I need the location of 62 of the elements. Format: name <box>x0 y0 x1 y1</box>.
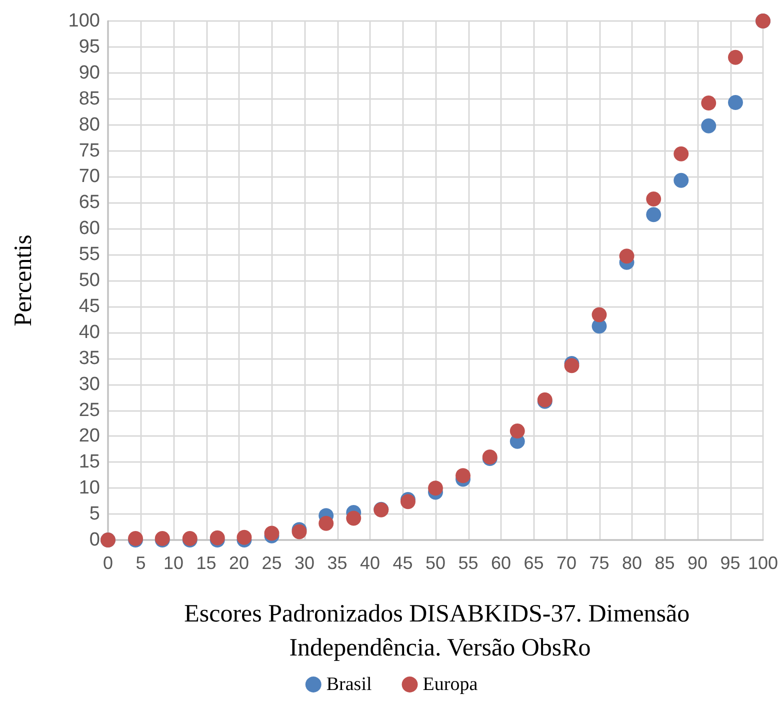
y-tick-label: 10 <box>78 478 100 499</box>
y-tick-label: 100 <box>68 10 100 32</box>
point <box>646 192 662 207</box>
x-tick-label: 35 <box>327 553 348 573</box>
y-tick-label: 65 <box>78 192 100 214</box>
x-tick-label: 95 <box>720 553 740 573</box>
y-tick-label: 30 <box>78 374 100 395</box>
x-tick-label: 0 <box>102 553 114 573</box>
y-tick-label: 75 <box>78 140 100 162</box>
x-tick-label: 40 <box>360 553 380 573</box>
point <box>728 50 743 65</box>
point <box>646 207 662 222</box>
point <box>592 307 607 322</box>
y-tick-label: 80 <box>78 114 100 136</box>
point <box>346 510 362 526</box>
point <box>456 468 471 484</box>
y-tick-label: 35 <box>78 348 100 369</box>
legend-label: Brasil <box>326 674 372 695</box>
point <box>674 146 689 162</box>
x-tick-label: 85 <box>654 553 675 573</box>
x-tick-label: 55 <box>458 553 478 573</box>
point <box>510 424 525 439</box>
y-tick-label: 40 <box>78 322 100 343</box>
y-tick-label: 95 <box>78 36 100 58</box>
y-tick-label: 60 <box>78 218 100 240</box>
x-tick-label: 45 <box>392 553 413 573</box>
x-tick-label: 5 <box>136 553 146 573</box>
point <box>318 516 334 531</box>
y-tick-label: 25 <box>78 400 100 421</box>
point <box>701 118 716 134</box>
y-tick-label: 55 <box>78 244 100 266</box>
y-tick-label: 70 <box>78 166 100 188</box>
point <box>674 172 689 188</box>
point <box>236 530 252 545</box>
x-tick-label: 100 <box>748 553 778 573</box>
x-axis-title: Escores Padronizados DISABKIDS-37. Dimensão Independência. Versão ObsRo <box>184 600 696 662</box>
y-tick-label: 90 <box>78 62 100 84</box>
point <box>619 248 634 264</box>
y-tick-label: 85 <box>78 88 100 110</box>
y-tick-label: 20 <box>78 426 100 447</box>
x-tick-label: 15 <box>196 553 216 573</box>
x-tick-label: 60 <box>490 553 512 573</box>
x-tick-label: 65 <box>524 553 544 573</box>
x-tick-label: 30 <box>294 553 315 573</box>
x-tick-label: 75 <box>589 553 610 573</box>
x-tick-label: 20 <box>228 553 250 573</box>
x-tick-label: 80 <box>622 553 642 573</box>
legend-label: Europa <box>422 674 478 695</box>
x-tick-label: 70 <box>556 553 577 573</box>
y-tick-label: 50 <box>78 270 100 291</box>
y-tick-label: 5 <box>89 504 100 525</box>
x-tick-label: 90 <box>687 553 708 573</box>
y-tick-label: 45 <box>78 296 100 317</box>
y-axis-title: Percentis <box>10 234 37 326</box>
x-tick-label: 25 <box>262 553 282 573</box>
y-tick-label: 15 <box>78 452 100 473</box>
point <box>728 94 743 110</box>
y-tick-label: 0 <box>89 530 100 550</box>
x-tick-label: 10 <box>163 553 184 573</box>
point <box>701 96 716 110</box>
x-tick-label: 50 <box>425 553 446 573</box>
point <box>428 480 443 496</box>
